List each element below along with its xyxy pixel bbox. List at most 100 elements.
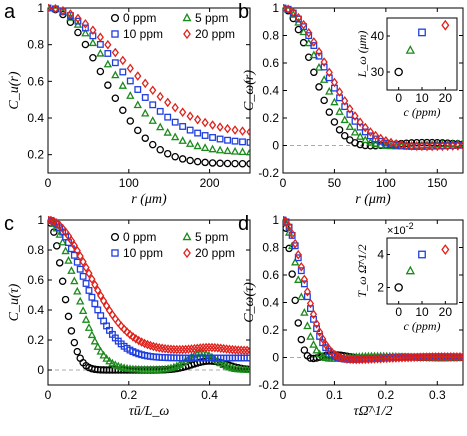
data-point-20-ppm: [459, 352, 463, 362]
data-point-20-ppm: [319, 334, 327, 344]
inset-x-tick-label: 0: [395, 305, 402, 319]
data-point-10-ppm: [85, 287, 93, 294]
data-point-20-ppm: [238, 126, 247, 136]
data-point-10-ppm: [291, 242, 299, 250]
data-point-20-ppm: [171, 102, 179, 113]
data-point-10-ppm: [307, 305, 314, 313]
data-point-0-ppm: [356, 140, 364, 149]
data-point-10-ppm: [164, 113, 172, 121]
data-point-20-ppm: [231, 125, 239, 135]
data-point-20-ppm: [366, 127, 375, 137]
data-point-10-ppm: [224, 136, 231, 144]
inset-x-tick-label: 20: [439, 91, 453, 105]
data-point-20-ppm: [428, 141, 436, 152]
data-point-0-ppm: [297, 335, 306, 344]
data-point-0-ppm: [238, 159, 247, 168]
data-point-20-ppm: [423, 141, 431, 152]
data-point-5-ppm: [216, 358, 225, 367]
data-point-0-ppm: [335, 126, 344, 134]
data-point-20-ppm: [74, 13, 82, 24]
data-point-5-ppm: [90, 336, 100, 345]
data-point-5-ppm: [309, 50, 319, 59]
x-axis-label: τΩ̄^1/2: [354, 404, 393, 419]
data-point-5-ppm: [96, 346, 105, 355]
data-point-20-ppm: [325, 67, 333, 78]
legend-label-10-ppm: 10 ppm: [123, 246, 163, 260]
data-point-20-ppm: [443, 141, 452, 151]
data-point-20-ppm: [82, 262, 90, 273]
data-point-20-ppm: [190, 343, 198, 354]
data-point-20-ppm: [111, 47, 119, 58]
y-tick-label: 0.8: [262, 241, 279, 255]
y-axis-label: C_u(τ): [7, 283, 22, 321]
data-point-20-ppm: [187, 344, 196, 354]
data-point-5-ppm: [156, 122, 165, 131]
data-point-5-ppm: [58, 237, 67, 246]
panel-a: a 0 100 200 0.2 0.4 0.6 0.8 1 r (μm) C_u(r) 0 ppm 5 …: [4, 1, 251, 207]
data-point-5-ppm: [84, 323, 94, 331]
data-point-20-ppm: [288, 229, 296, 239]
y-tick-label: 1: [37, 1, 44, 15]
data-point-0-ppm: [163, 149, 172, 158]
data-point-5-ppm: [99, 350, 108, 359]
data-point-5-ppm: [366, 137, 375, 146]
x-tick-label: 0.1: [326, 388, 343, 402]
panel-letter-d: d: [238, 213, 249, 235]
data-point-20-ppm: [387, 137, 395, 148]
y-tick-label: -0.2: [258, 378, 279, 392]
data-point-20-ppm: [102, 301, 111, 311]
data-point-5-ppm: [306, 332, 315, 340]
data-point-0-ppm: [325, 108, 334, 116]
data-point-5-ppm: [148, 116, 157, 124]
data-point-20-ppm: [312, 319, 321, 329]
data-point-20-ppm: [382, 135, 390, 146]
data-point-20-ppm: [315, 47, 323, 57]
data-point-20-ppm: [289, 7, 297, 18]
data-point-0-ppm: [89, 53, 97, 62]
y-tick-label: 0.6: [27, 74, 44, 88]
legend: 0 ppm 5 ppm 10 ppm 20 ppm: [110, 11, 235, 41]
data-point-5-ppm: [223, 146, 232, 155]
data-point-10-ppm: [73, 258, 81, 266]
y-tick-label: 0.4: [27, 111, 44, 125]
data-point-0-ppm: [81, 40, 90, 49]
panel-d: d0 0.1 0.2 0.3-0.200.20.40.60.81τΩ̄^1/2C_ω(…: [238, 213, 464, 419]
data-point-0-ppm: [291, 296, 299, 305]
legend-marker-5-ppm: [182, 12, 192, 22]
y-tick-label: 0: [272, 351, 279, 365]
data-point-20-ppm: [67, 235, 76, 246]
data-point-5-ppm: [245, 365, 250, 373]
legend-label-10-ppm: 10 ppm: [123, 27, 163, 41]
axes-frame: [47, 7, 251, 174]
x-tick-label: 100: [376, 176, 396, 190]
data-point-20-ppm: [316, 327, 324, 337]
data-point-20-ppm: [449, 141, 457, 151]
data-point-10-ppm: [194, 129, 202, 137]
inset-y-tick-label: 4: [377, 248, 384, 262]
data-point-5-ppm: [175, 360, 184, 368]
y-tick-label: 0.2: [27, 148, 44, 162]
data-point-10-ppm: [310, 42, 318, 49]
data-point-20-ppm: [199, 342, 207, 353]
data-point-10-ppm: [94, 306, 102, 314]
inset-point-5-ppm: [405, 45, 416, 54]
data-point-20-ppm: [407, 141, 416, 151]
data-point-10-ppm: [126, 77, 134, 85]
data-point-5-ppm: [355, 132, 365, 140]
data-point-20-ppm: [356, 117, 364, 128]
data-point-20-ppm: [283, 216, 290, 227]
data-point-20-ppm: [181, 344, 190, 355]
data-point-5-ppm: [76, 296, 85, 305]
data-point-5-ppm: [300, 308, 309, 316]
data-point-20-ppm: [119, 55, 127, 66]
data-point-0-ppm: [340, 132, 349, 140]
data-point-10-ppm: [246, 354, 250, 362]
legend-label-20-ppm: 20 ppm: [195, 27, 235, 41]
data-point-5-ppm: [48, 4, 53, 11]
y-tick-label: 0.8: [262, 29, 279, 43]
legend-marker-5-ppm: [182, 231, 192, 241]
data-point-5-ppm: [350, 127, 360, 136]
data-point-20-ppm: [88, 274, 96, 284]
data-point-20-ppm: [149, 85, 157, 96]
